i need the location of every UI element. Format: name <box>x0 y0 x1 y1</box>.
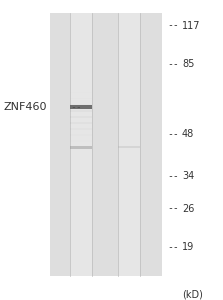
Text: --: -- <box>168 171 180 181</box>
Text: 19: 19 <box>182 242 194 252</box>
Text: 85: 85 <box>182 59 194 69</box>
FancyBboxPatch shape <box>118 13 140 275</box>
FancyBboxPatch shape <box>70 13 92 275</box>
FancyBboxPatch shape <box>118 146 140 148</box>
Text: --: -- <box>168 129 180 139</box>
FancyBboxPatch shape <box>50 13 162 275</box>
Text: 26: 26 <box>182 204 194 214</box>
Text: --: -- <box>168 204 180 214</box>
FancyBboxPatch shape <box>70 146 92 148</box>
Text: 48: 48 <box>182 129 194 139</box>
Text: --: -- <box>71 102 83 112</box>
Text: --: -- <box>168 59 180 69</box>
Text: 117: 117 <box>182 20 200 31</box>
Text: (kD): (kD) <box>182 290 203 300</box>
FancyBboxPatch shape <box>70 105 92 109</box>
Text: 34: 34 <box>182 171 194 181</box>
Text: --: -- <box>168 242 180 252</box>
Text: ZNF460: ZNF460 <box>4 102 47 112</box>
Text: --: -- <box>168 20 180 31</box>
